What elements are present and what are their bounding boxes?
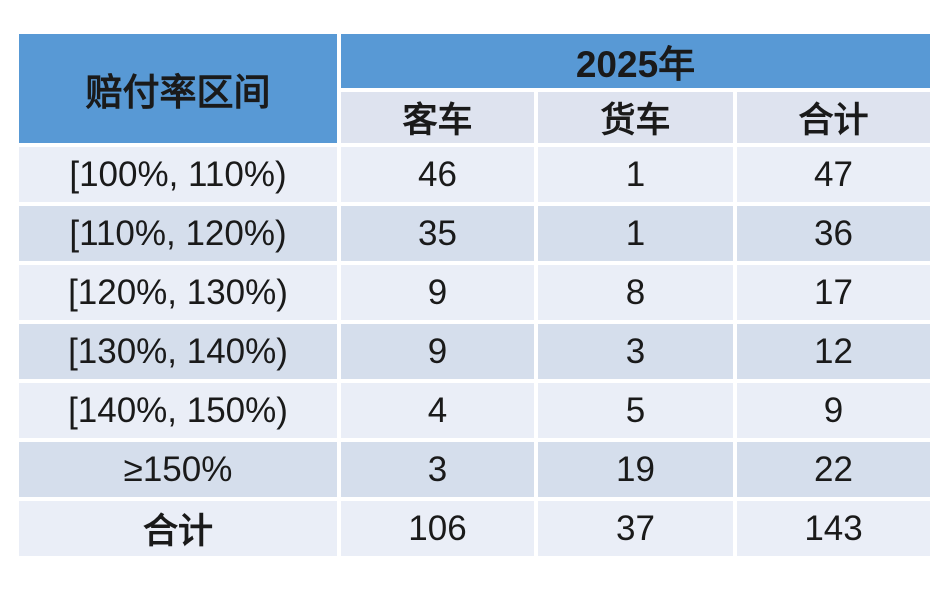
- passenger-value-cell: 4: [341, 383, 534, 438]
- total-value-cell: 36: [737, 206, 931, 261]
- totals-label-cell: 合计: [19, 501, 337, 556]
- column-header-truck: 货车: [538, 92, 733, 143]
- range-label-cell: [140%, 150%): [19, 383, 337, 438]
- range-label-cell: [100%, 110%): [19, 147, 337, 202]
- year-header-cell: 2025年: [341, 34, 931, 88]
- total-value-cell: 12: [737, 324, 931, 379]
- table-header: 赔付率区间 2025年 客车 货车 合计: [19, 34, 931, 143]
- truck-value-cell: 1: [538, 147, 733, 202]
- total-value-cell: 17: [737, 265, 931, 320]
- totals-passenger-cell: 106: [341, 501, 534, 556]
- passenger-value-cell: 46: [341, 147, 534, 202]
- table-row: [110%, 120%) 35 1 36: [19, 206, 931, 261]
- range-label-cell: [110%, 120%): [19, 206, 337, 261]
- totals-truck-cell: 37: [538, 501, 733, 556]
- totals-total-cell: 143: [737, 501, 931, 556]
- range-label-cell: [120%, 130%): [19, 265, 337, 320]
- table-row: [140%, 150%) 4 5 9: [19, 383, 931, 438]
- row-label-header-cell: 赔付率区间: [19, 34, 337, 143]
- table-row: [120%, 130%) 9 8 17: [19, 265, 931, 320]
- truck-value-cell: 5: [538, 383, 733, 438]
- passenger-value-cell: 35: [341, 206, 534, 261]
- table-row: [130%, 140%) 9 3 12: [19, 324, 931, 379]
- loss-ratio-table: 赔付率区间 2025年 客车 货车 合计 [100%, 110%) 46 1 4…: [15, 30, 934, 560]
- table-body: [100%, 110%) 46 1 47 [110%, 120%) 35 1 3…: [19, 147, 931, 556]
- total-value-cell: 9: [737, 383, 931, 438]
- totals-row: 合计 106 37 143: [19, 501, 931, 556]
- passenger-value-cell: 3: [341, 442, 534, 497]
- table-row: [100%, 110%) 46 1 47: [19, 147, 931, 202]
- total-value-cell: 47: [737, 147, 931, 202]
- column-header-total: 合计: [737, 92, 931, 143]
- range-label-cell: [130%, 140%): [19, 324, 337, 379]
- passenger-value-cell: 9: [341, 265, 534, 320]
- passenger-value-cell: 9: [341, 324, 534, 379]
- header-row-year: 赔付率区间 2025年: [19, 34, 931, 143]
- truck-value-cell: 1: [538, 206, 733, 261]
- truck-value-cell: 3: [538, 324, 733, 379]
- truck-value-cell: 8: [538, 265, 733, 320]
- header-row-columns: 客车 货车 合计: [19, 92, 931, 143]
- range-label-cell: ≥150%: [19, 442, 337, 497]
- table-row: ≥150% 3 19 22: [19, 442, 931, 497]
- total-value-cell: 22: [737, 442, 931, 497]
- truck-value-cell: 19: [538, 442, 733, 497]
- column-header-passenger-car: 客车: [341, 92, 534, 143]
